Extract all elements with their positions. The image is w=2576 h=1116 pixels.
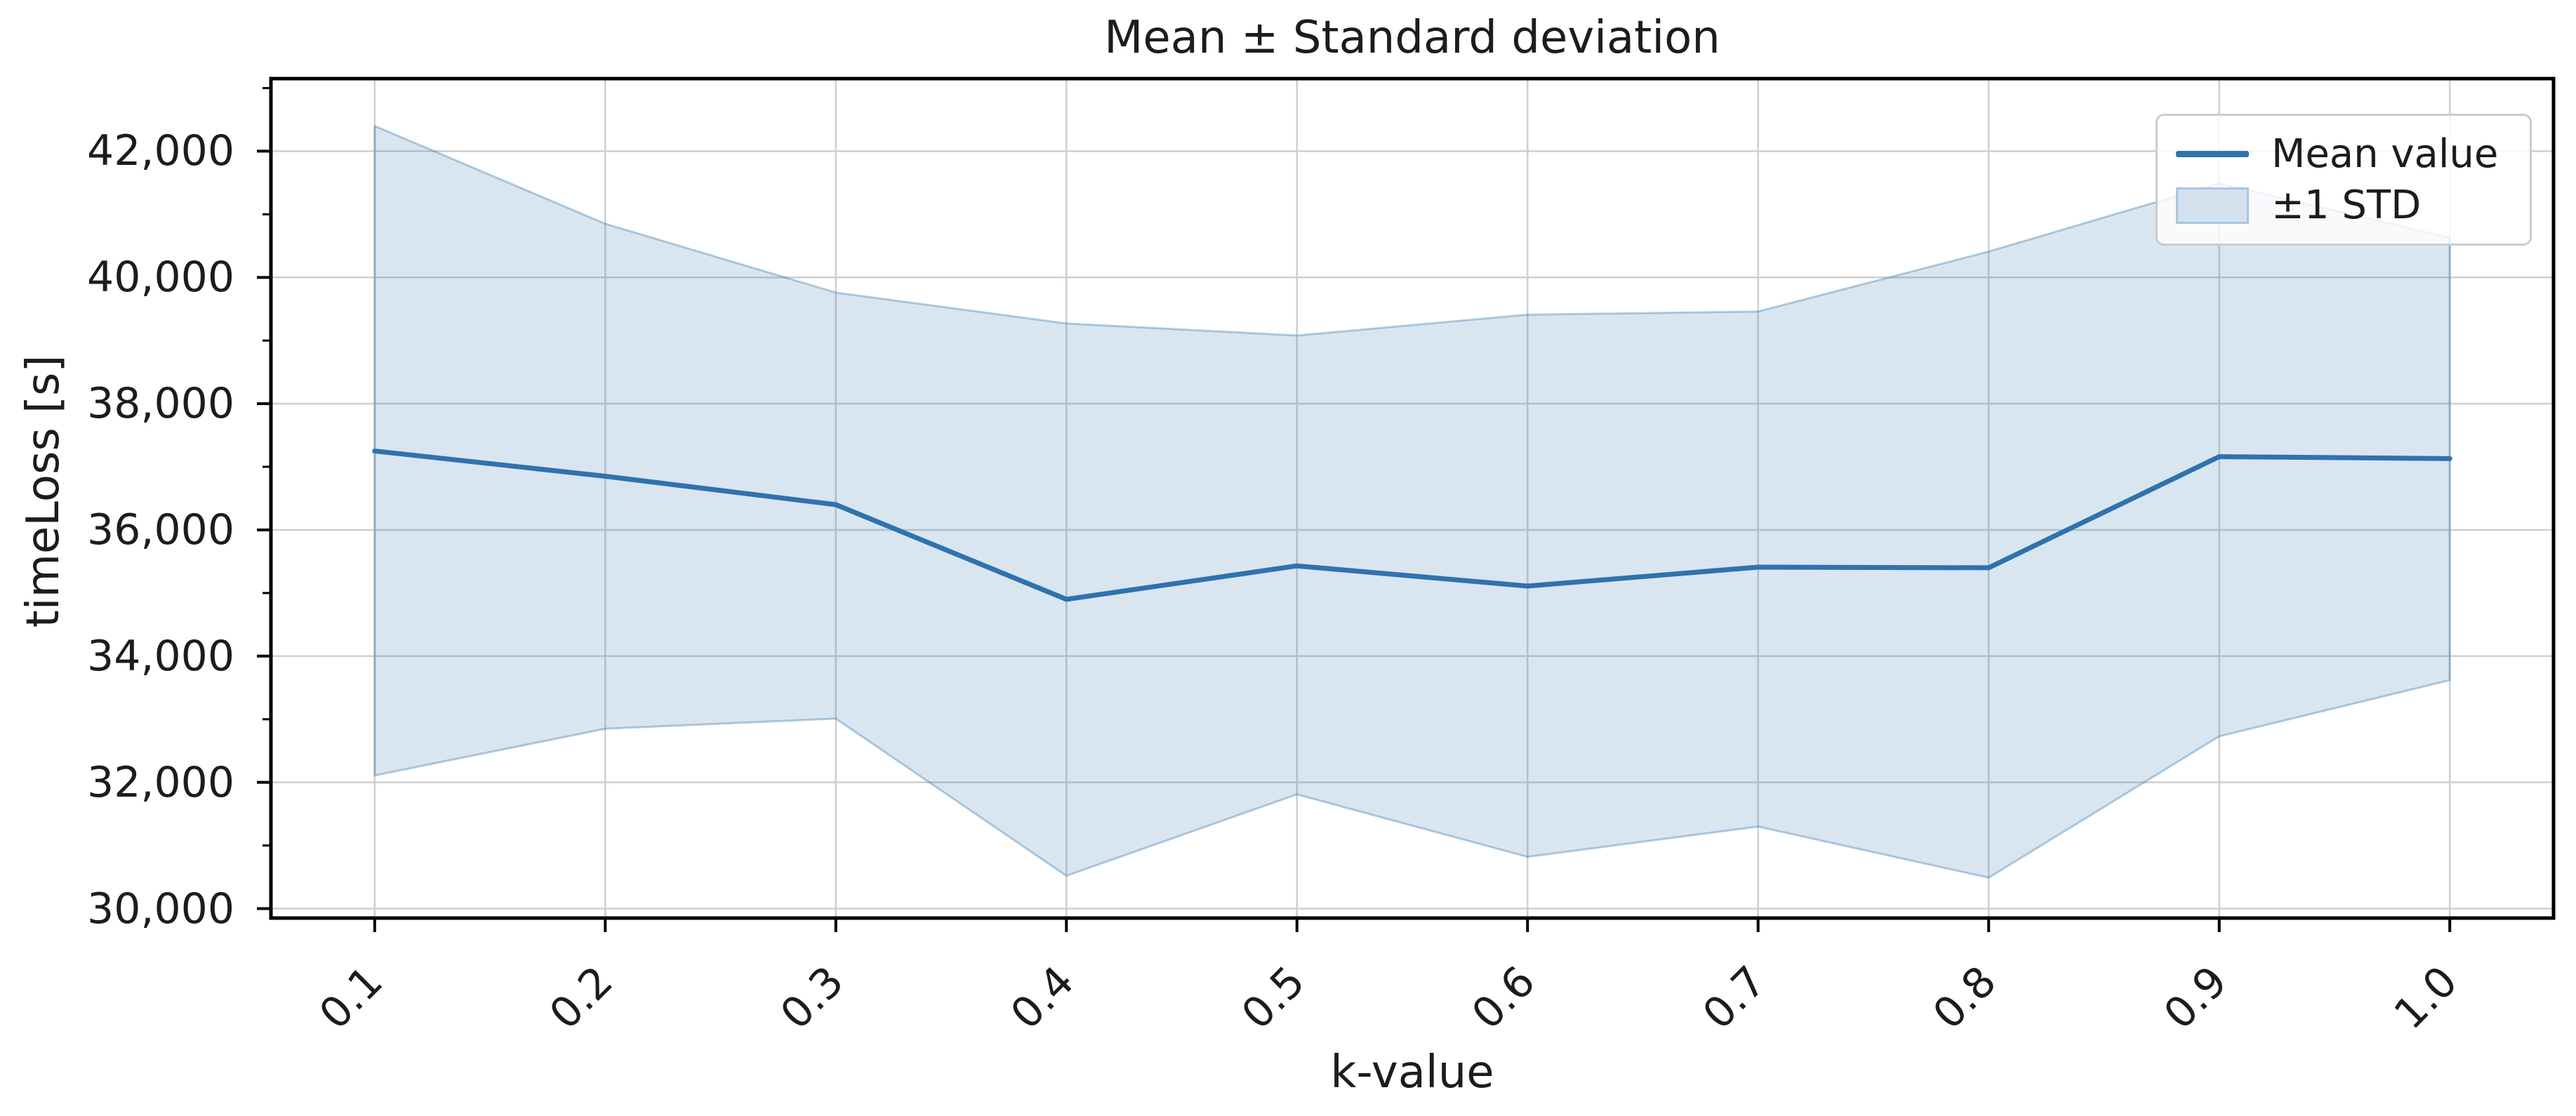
y-tick-label: 30,000 [87, 884, 234, 934]
legend-item-std: ±1 STD [2176, 183, 2511, 228]
chart-title: Mean ± Standard deviation [1104, 12, 1720, 64]
legend-patch-swatch-icon [2176, 187, 2249, 224]
y-tick-label: 42,000 [87, 126, 234, 176]
y-tick-label: 40,000 [87, 253, 234, 303]
legend: Mean value ±1 STD [2156, 114, 2532, 246]
y-tick-label: 34,000 [87, 631, 234, 681]
std-band [373, 124, 2451, 879]
x-axis-label: k-value [1330, 1047, 1494, 1098]
legend-line-swatch-icon [2176, 151, 2249, 157]
y-tick-label: 38,000 [87, 379, 234, 429]
legend-label-std: ±1 STD [2271, 182, 2422, 228]
y-tick-label: 32,000 [87, 757, 234, 807]
mean-line [372, 449, 2452, 602]
y-tick-label: 36,000 [87, 505, 234, 554]
legend-item-mean: Mean value [2176, 132, 2511, 177]
axes-frame [269, 77, 2556, 920]
legend-label-mean: Mean value [2271, 131, 2499, 177]
